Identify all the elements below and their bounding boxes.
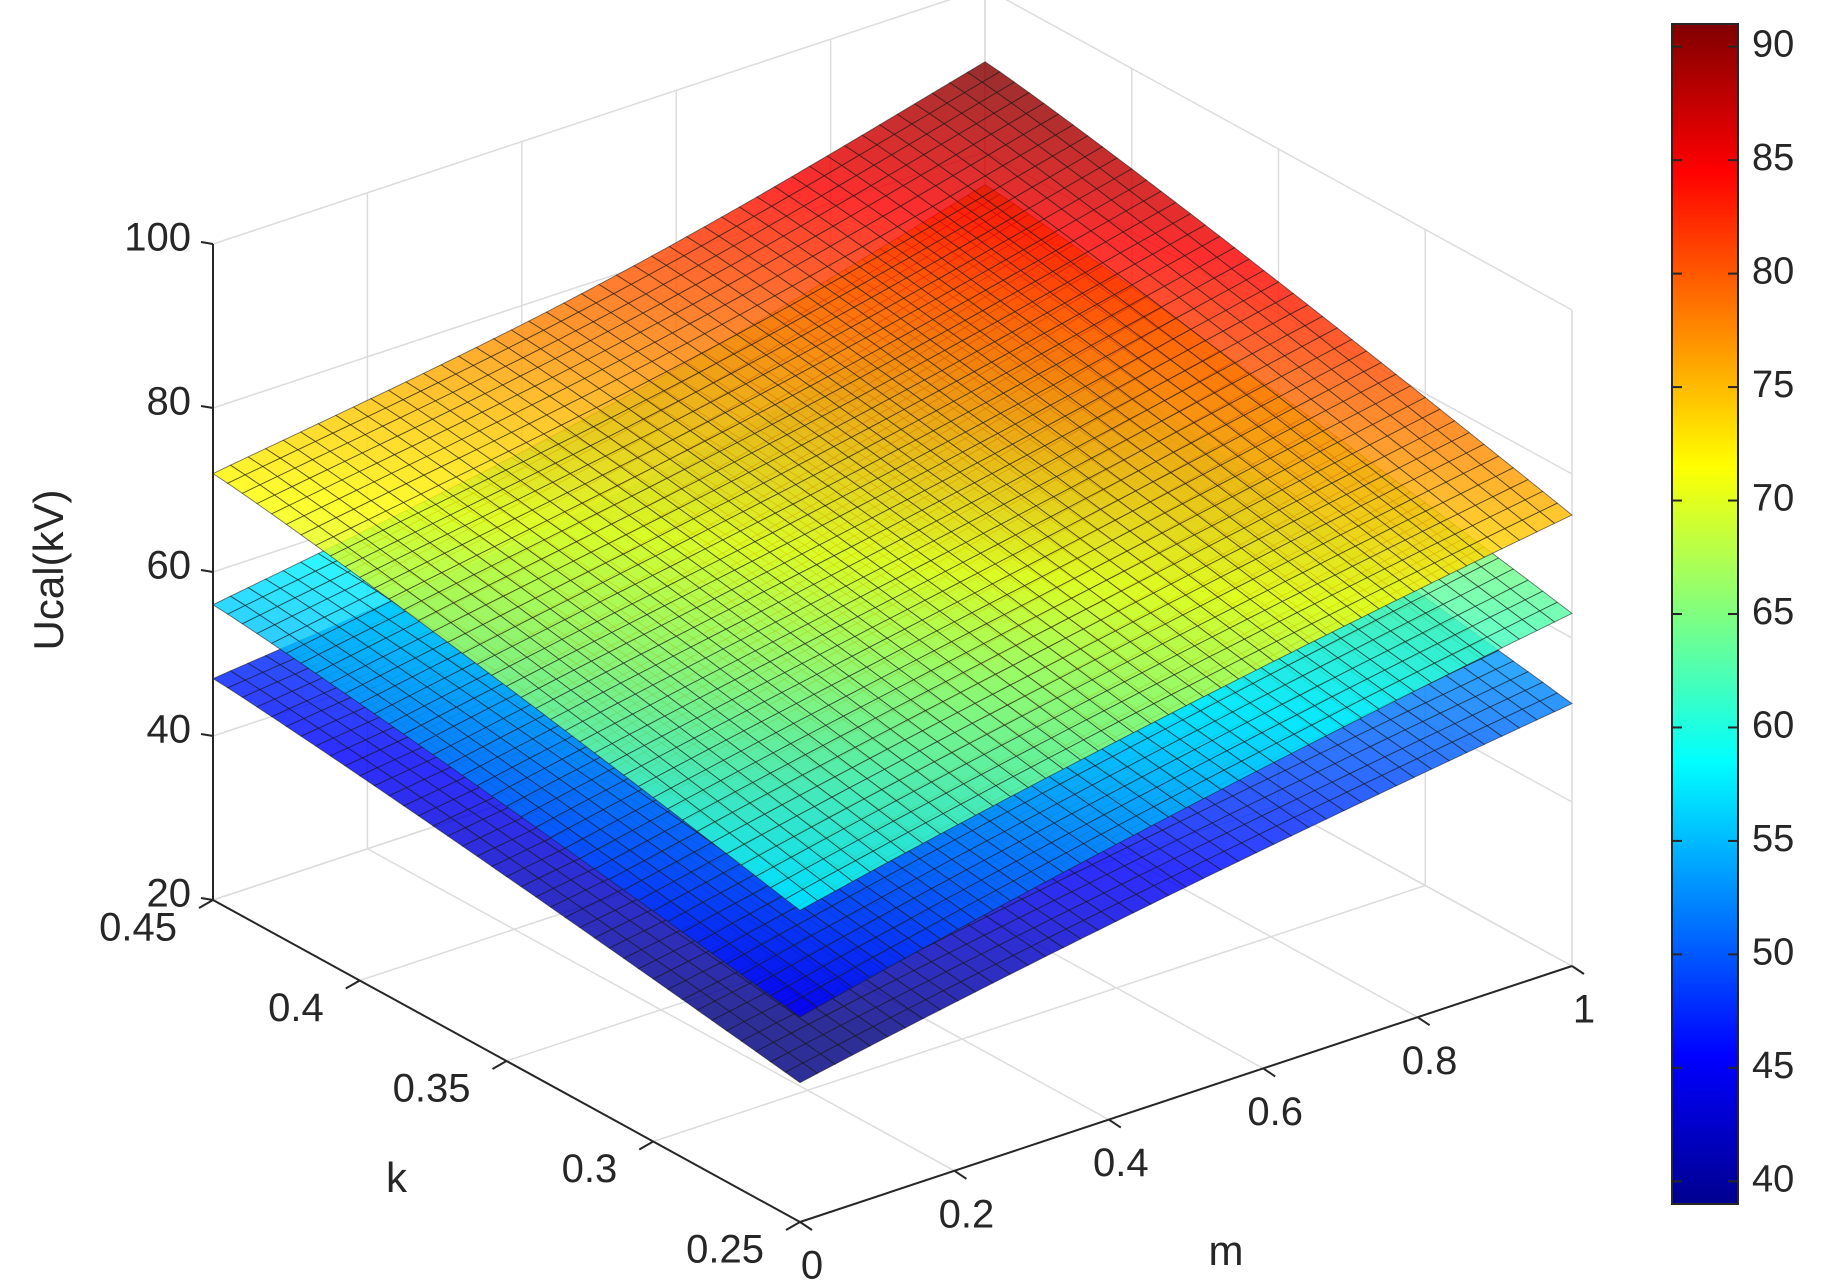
surface-3 (212, 61, 1573, 911)
surfaces (212, 61, 1573, 1084)
surface-cell (784, 995, 819, 1018)
surface-cell (784, 1062, 819, 1084)
gridline (1005, 0, 1573, 311)
gridline (653, 884, 1426, 1143)
gridline (212, 0, 952, 245)
